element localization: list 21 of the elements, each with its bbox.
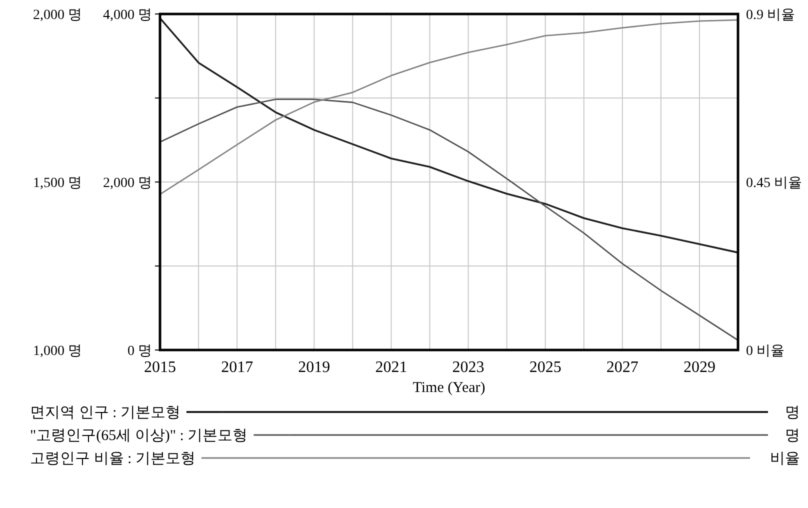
legend-label: "고령인구(65세 이상)" : 기본모형	[30, 428, 248, 444]
tick-y2: 2,000 명	[33, 8, 82, 23]
x-tick-label: 2021	[375, 359, 408, 376]
tick-y: 4,000 명	[103, 8, 152, 23]
tick-y: 0 명	[128, 344, 152, 359]
tick-y3: 0.9 비율	[746, 8, 795, 23]
legend-label: 면지역 인구 : 기본모형	[30, 405, 180, 421]
x-tick-label: 2019	[298, 359, 330, 376]
x-tick-label: 2015	[144, 359, 176, 376]
x-tick-label: 2027	[606, 359, 638, 376]
tick-y: 2,000 명	[103, 176, 152, 191]
tick-y2: 1,000 명	[33, 344, 82, 359]
x-axis-title: Time (Year)	[412, 380, 486, 396]
tick-y3: 0.45 비율	[746, 176, 802, 191]
legend-label: 고령인구 비율 : 기본모형	[30, 451, 196, 467]
tick-y3: 0 비율	[746, 344, 784, 359]
x-tick-label: 2023	[452, 359, 484, 376]
x-tick-label: 2025	[529, 359, 562, 376]
x-tick-label: 2029	[683, 359, 716, 376]
x-tick-label: 2017	[221, 359, 254, 376]
tick-y2: 1,500 명	[33, 176, 82, 191]
